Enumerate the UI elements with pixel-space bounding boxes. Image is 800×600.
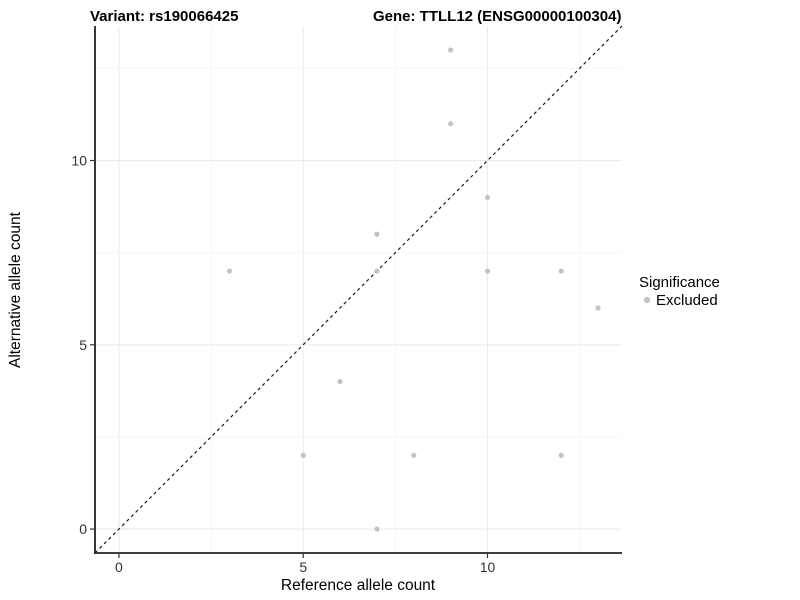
- data-point: [558, 452, 564, 458]
- identity-line-layer: [94, 25, 623, 554]
- data-point: [448, 121, 454, 127]
- data-point: [484, 194, 491, 200]
- data-point: [558, 268, 564, 274]
- tick-labels-layer: 0 5 10 0 5 10: [71, 153, 495, 575]
- data-point: [374, 231, 380, 237]
- legend-item-label: Excluded: [656, 292, 718, 309]
- data-point: [300, 452, 306, 458]
- tick-marks-layer: [90, 159, 489, 558]
- x-axis-title: Reference allele count: [281, 577, 436, 594]
- data-point: [448, 47, 454, 53]
- y-tick-label: 10: [71, 153, 87, 169]
- y-tick-label: 5: [79, 337, 87, 353]
- gridlines-major-layer: [95, 26, 622, 553]
- data-point: [595, 305, 601, 311]
- y-axis-title: Alternative allele count: [7, 211, 24, 368]
- legend-key-point-icon: [643, 296, 651, 304]
- legend-title: Significance: [639, 274, 720, 291]
- axis-lines-layer: [94, 26, 622, 554]
- data-points-layer: [226, 47, 601, 532]
- x-tick-label: 10: [480, 559, 496, 575]
- data-point: [374, 268, 380, 274]
- data-point: [226, 268, 233, 274]
- x-tick-label: 0: [115, 559, 123, 575]
- data-point: [337, 379, 343, 385]
- data-point: [484, 268, 491, 274]
- legend: Significance Excluded: [639, 274, 720, 309]
- variant-title: Variant: rs190066425: [90, 8, 238, 25]
- identity-dashed-line: [94, 25, 623, 554]
- gridlines-minor-layer: [95, 26, 622, 553]
- x-tick-label: 5: [299, 559, 307, 575]
- gene-title: Gene: TTLL12 (ENSG00000100304): [373, 8, 621, 25]
- data-point: [374, 526, 380, 532]
- y-tick-label: 0: [79, 521, 87, 537]
- data-point: [411, 452, 417, 458]
